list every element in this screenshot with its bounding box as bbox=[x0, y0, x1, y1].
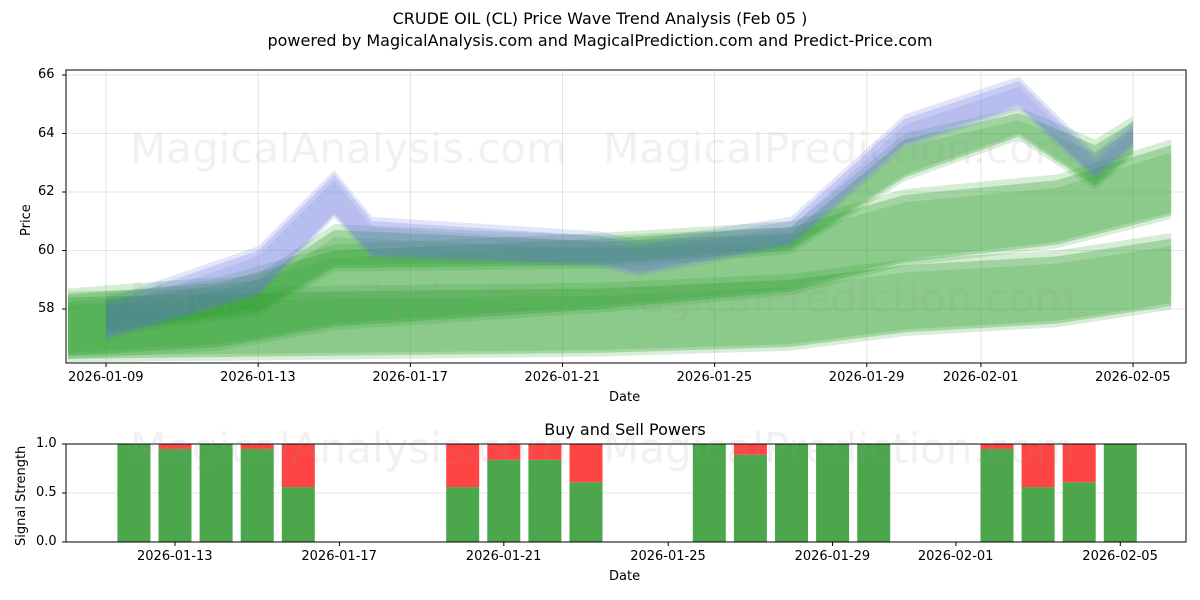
wave-band bbox=[67, 238, 1172, 359]
price-y-axis-label: Price bbox=[19, 204, 34, 236]
wave-band bbox=[106, 80, 1134, 339]
buy-bar bbox=[980, 448, 1014, 542]
sell-bar bbox=[446, 444, 480, 488]
price-x-tick-label: 2026-01-25 bbox=[676, 370, 753, 385]
wave-band bbox=[67, 139, 1172, 353]
buy-bar bbox=[446, 487, 480, 542]
price-wave-bands bbox=[67, 76, 1172, 363]
buy-bar bbox=[487, 459, 521, 542]
sell-bar bbox=[240, 444, 274, 449]
buy-bar bbox=[816, 444, 850, 542]
price-x-tick-label: 2026-01-29 bbox=[828, 370, 905, 385]
price-x-tick-label: 2026-01-09 bbox=[68, 370, 144, 385]
price-x-tick-label: 2026-01-13 bbox=[220, 370, 296, 385]
signal-grid bbox=[66, 443, 1186, 543]
signal-x-tick-label: 2026-01-25 bbox=[630, 549, 706, 564]
sell-bar bbox=[1021, 444, 1055, 488]
price-x-tick-label: 2026-01-21 bbox=[524, 370, 601, 385]
price-x-axis-label: Date bbox=[609, 390, 641, 405]
wave-band bbox=[106, 86, 1134, 342]
buy-bar bbox=[857, 444, 891, 542]
buy-bar bbox=[569, 482, 603, 542]
signal-x-tick-label: 2026-01-29 bbox=[794, 549, 871, 564]
signal-bars bbox=[117, 444, 1137, 542]
wave-band bbox=[106, 120, 1134, 337]
signal-x-axis-label: Date bbox=[609, 569, 641, 584]
price-ticks bbox=[62, 74, 1134, 367]
buy-bar bbox=[281, 487, 315, 542]
signal-ticks bbox=[62, 443, 1121, 546]
signal-x-tick-label: 2026-01-17 bbox=[301, 549, 377, 564]
price-y-tick-label: 62 bbox=[38, 184, 55, 199]
wave-band bbox=[67, 145, 1172, 356]
sell-bar bbox=[158, 444, 192, 449]
price-y-tick-label: 64 bbox=[38, 125, 55, 141]
price-y-tick-label: 60 bbox=[38, 242, 55, 258]
buy-bar bbox=[1021, 487, 1055, 542]
price-x-tick-label: 2026-02-05 bbox=[1095, 370, 1171, 385]
signal-x-tick-label: 2026-02-05 bbox=[1082, 549, 1158, 564]
wave-band bbox=[106, 107, 1134, 330]
sell-bar bbox=[528, 444, 562, 460]
chart-title: CRUDE OIL (CL) Price Wave Trend Analysis… bbox=[392, 9, 808, 28]
price-grid bbox=[66, 70, 1186, 363]
wave-band bbox=[67, 232, 1172, 356]
buy-bar bbox=[240, 448, 274, 542]
sell-bar bbox=[980, 444, 1014, 449]
buy-bar bbox=[692, 444, 726, 542]
signal-x-tick-label: 2026-01-21 bbox=[465, 549, 542, 564]
signal-x-tick-label: 2026-01-13 bbox=[137, 549, 213, 564]
sell-bar bbox=[487, 444, 521, 460]
signal-y-tick-label: 1.0 bbox=[36, 436, 57, 451]
buy-bar bbox=[733, 454, 767, 542]
buy-bar bbox=[158, 448, 192, 542]
price-axes-frame bbox=[65, 69, 1187, 364]
chart-subtitle: powered by MagicalAnalysis.com and Magic… bbox=[267, 31, 933, 50]
wave-band bbox=[106, 76, 1134, 337]
price-y-tick-label: 58 bbox=[38, 301, 55, 316]
price-y-tick-label: 66 bbox=[38, 67, 55, 82]
signal-y-tick-label: 0.0 bbox=[36, 534, 57, 549]
buy-bar bbox=[775, 444, 808, 542]
sell-bar bbox=[733, 444, 767, 455]
buy-bar bbox=[1103, 444, 1137, 542]
signal-chart-title: Buy and Sell Powers bbox=[544, 420, 706, 439]
sell-bar bbox=[569, 444, 603, 483]
signal-x-tick-label: 2026-02-01 bbox=[917, 549, 994, 564]
wave-band bbox=[67, 152, 1172, 360]
buy-bar bbox=[117, 444, 151, 542]
buy-bar bbox=[528, 459, 562, 542]
buy-bar bbox=[1062, 482, 1096, 542]
signal-y-axis-label: Signal Strength bbox=[14, 445, 29, 546]
signal-y-tick-label: 0.5 bbox=[36, 485, 57, 500]
sell-bar bbox=[1062, 444, 1096, 483]
price-x-tick-label: 2026-02-01 bbox=[942, 370, 1019, 385]
wave-band bbox=[67, 246, 1172, 363]
sell-bar bbox=[281, 444, 315, 488]
buy-bar bbox=[199, 444, 233, 542]
wave-band bbox=[106, 113, 1134, 333]
price-x-tick-label: 2026-01-17 bbox=[372, 370, 448, 385]
